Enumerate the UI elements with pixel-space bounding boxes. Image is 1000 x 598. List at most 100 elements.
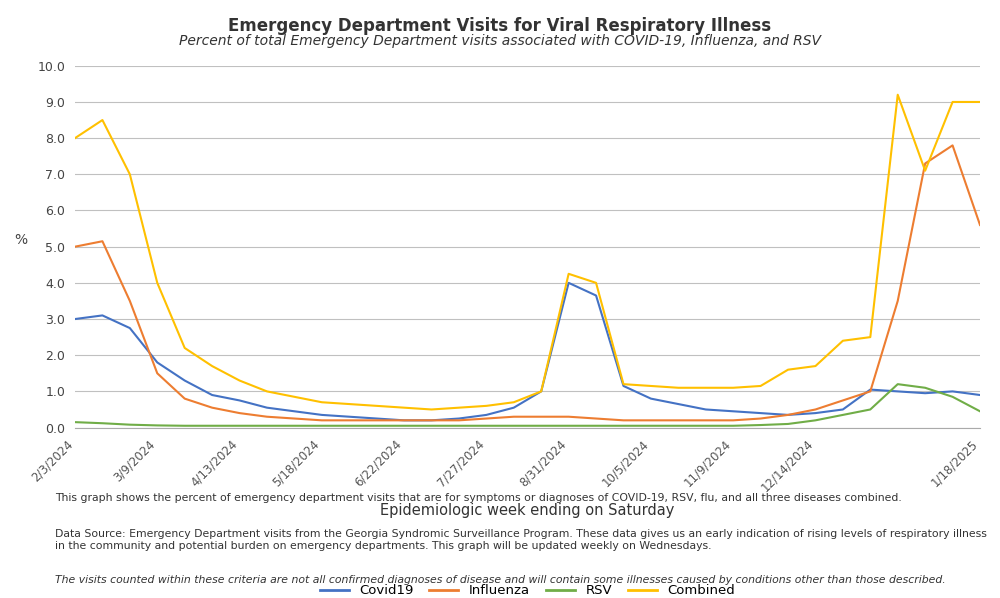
Covid19 bbox=[151, 359, 163, 366]
Influenza bbox=[234, 410, 246, 417]
Influenza bbox=[892, 297, 904, 304]
Combined bbox=[398, 404, 410, 411]
RSV bbox=[508, 422, 520, 429]
Combined bbox=[700, 384, 712, 391]
Influenza bbox=[809, 406, 821, 413]
Covid19 bbox=[69, 316, 81, 323]
Covid19 bbox=[700, 406, 712, 413]
RSV bbox=[179, 422, 191, 429]
Text: The visits counted within these criteria are not all confirmed diagnoses of dise: The visits counted within these criteria… bbox=[55, 575, 946, 585]
Covid19 bbox=[590, 292, 602, 299]
Influenza bbox=[124, 297, 136, 304]
RSV bbox=[947, 393, 959, 401]
Influenza bbox=[974, 221, 986, 228]
Covid19 bbox=[343, 413, 355, 420]
Combined bbox=[535, 388, 547, 395]
RSV bbox=[426, 422, 438, 429]
Combined bbox=[96, 117, 108, 124]
Text: Percent of total Emergency Department visits associated with COVID-19, Influenza: Percent of total Emergency Department vi… bbox=[179, 34, 821, 48]
Line: Covid19: Covid19 bbox=[75, 283, 980, 420]
Line: RSV: RSV bbox=[75, 384, 980, 426]
RSV bbox=[590, 422, 602, 429]
Covid19 bbox=[480, 411, 492, 419]
Combined bbox=[892, 91, 904, 98]
Combined bbox=[645, 382, 657, 389]
RSV bbox=[69, 419, 81, 426]
Covid19 bbox=[672, 401, 684, 408]
Combined bbox=[782, 366, 794, 373]
Covid19 bbox=[864, 386, 876, 393]
Influenza bbox=[288, 415, 300, 422]
Influenza bbox=[371, 417, 383, 424]
Covid19 bbox=[508, 404, 520, 411]
RSV bbox=[755, 422, 767, 429]
Combined bbox=[151, 279, 163, 286]
Combined bbox=[124, 171, 136, 178]
Legend: Covid19, Influenza, RSV, Combined: Covid19, Influenza, RSV, Combined bbox=[314, 579, 741, 598]
Covid19 bbox=[809, 410, 821, 417]
Influenza bbox=[316, 417, 328, 424]
Influenza bbox=[645, 417, 657, 424]
Combined bbox=[69, 135, 81, 142]
Influenza bbox=[919, 160, 931, 167]
Combined bbox=[590, 279, 602, 286]
Text: This graph shows the percent of emergency department visits that are for symptom: This graph shows the percent of emergenc… bbox=[55, 493, 902, 504]
Influenza bbox=[453, 417, 465, 424]
Combined bbox=[864, 334, 876, 341]
RSV bbox=[727, 422, 739, 429]
Combined bbox=[947, 99, 959, 106]
Combined bbox=[755, 382, 767, 389]
Covid19 bbox=[453, 415, 465, 422]
Combined bbox=[809, 362, 821, 370]
Combined bbox=[206, 362, 218, 370]
RSV bbox=[809, 417, 821, 424]
Covid19 bbox=[947, 388, 959, 395]
Influenza bbox=[426, 417, 438, 424]
Influenza bbox=[700, 417, 712, 424]
Covid19 bbox=[124, 325, 136, 332]
Influenza bbox=[755, 415, 767, 422]
Covid19 bbox=[782, 411, 794, 419]
Influenza bbox=[617, 417, 629, 424]
Covid19 bbox=[261, 404, 273, 411]
RSV bbox=[234, 422, 246, 429]
Text: Emergency Department Visits for Viral Respiratory Illness: Emergency Department Visits for Viral Re… bbox=[228, 17, 772, 35]
Combined bbox=[288, 393, 300, 401]
Covid19 bbox=[974, 392, 986, 399]
Influenza bbox=[398, 417, 410, 424]
Combined bbox=[453, 404, 465, 411]
RSV bbox=[96, 420, 108, 427]
Combined bbox=[316, 399, 328, 406]
Y-axis label: %: % bbox=[14, 233, 27, 247]
RSV bbox=[864, 406, 876, 413]
RSV bbox=[261, 422, 273, 429]
Influenza bbox=[69, 243, 81, 251]
Combined bbox=[919, 167, 931, 174]
RSV bbox=[700, 422, 712, 429]
Covid19 bbox=[645, 395, 657, 402]
Covid19 bbox=[727, 408, 739, 415]
RSV bbox=[343, 422, 355, 429]
Covid19 bbox=[892, 388, 904, 395]
RSV bbox=[288, 422, 300, 429]
Combined bbox=[837, 337, 849, 344]
RSV bbox=[563, 422, 575, 429]
Influenza bbox=[535, 413, 547, 420]
RSV bbox=[398, 422, 410, 429]
Influenza bbox=[179, 395, 191, 402]
Covid19 bbox=[371, 415, 383, 422]
RSV bbox=[453, 422, 465, 429]
Text: Data Source: Emergency Department visits from the Georgia Syndromic Surveillance: Data Source: Emergency Department visits… bbox=[55, 529, 987, 551]
Covid19 bbox=[96, 312, 108, 319]
Combined bbox=[672, 384, 684, 391]
X-axis label: Epidemiologic week ending on Saturday: Epidemiologic week ending on Saturday bbox=[380, 503, 675, 518]
Influenza bbox=[590, 415, 602, 422]
Influenza bbox=[837, 397, 849, 404]
Covid19 bbox=[617, 382, 629, 389]
RSV bbox=[535, 422, 547, 429]
Covid19 bbox=[398, 417, 410, 424]
Covid19 bbox=[837, 406, 849, 413]
Influenza bbox=[864, 388, 876, 395]
RSV bbox=[892, 380, 904, 388]
Influenza bbox=[480, 415, 492, 422]
